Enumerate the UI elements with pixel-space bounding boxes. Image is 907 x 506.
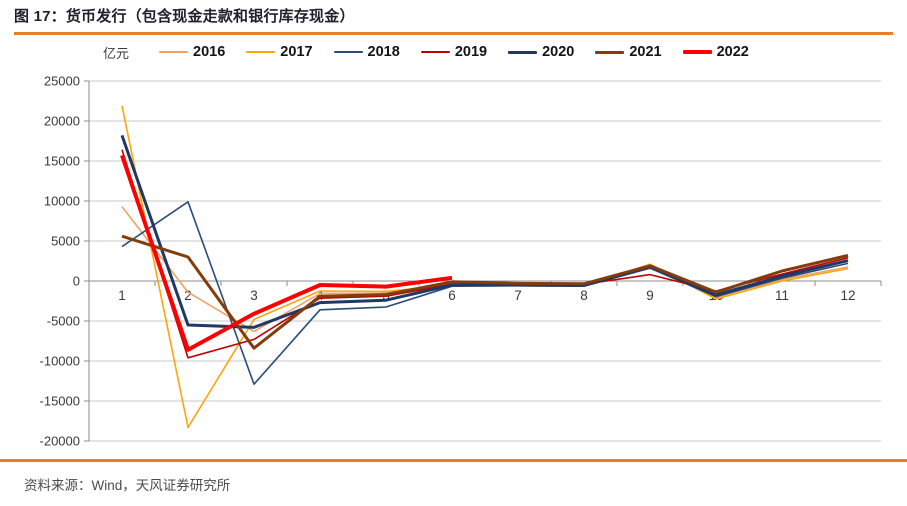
y-axis-unit-label: 亿元	[103, 45, 130, 61]
legend-item-2016: 2016	[159, 44, 225, 60]
x-axis-label: 11	[775, 288, 789, 303]
legend-swatch-2016	[159, 51, 189, 53]
legend-swatch-2020	[508, 50, 538, 54]
x-axis-label: 7	[514, 288, 522, 303]
series-line-2016	[121, 206, 849, 333]
legend-label-2022: 2022	[716, 44, 749, 60]
legend-item-2021: 2021	[595, 44, 662, 60]
chart-area: -20000 -15000 -10000 -5000 0 5000 10000 15000 20…	[0, 64, 907, 465]
series-line-2020	[120, 134, 849, 329]
y-axis-label: 20000	[44, 114, 80, 129]
x-axis-label: 3	[250, 288, 258, 303]
x-axis-label: 1	[118, 288, 126, 303]
y-axis-label: 0	[73, 274, 80, 289]
legend-label-2019: 2019	[454, 44, 488, 60]
legend-item-2017: 2017	[246, 44, 313, 60]
legend-label-2020: 2020	[542, 44, 575, 60]
legend-label-2017: 2017	[280, 44, 313, 60]
title-divider	[14, 32, 893, 35]
legend-row: 亿元 2016 2017 2018 2019 2020 2021 2022	[0, 40, 907, 64]
legend-label-2018: 2018	[367, 44, 400, 60]
legend-item-2022: 2022	[682, 44, 749, 60]
x-axis-label: 6	[448, 288, 456, 303]
series-line-2022	[120, 154, 453, 352]
legend-item-2019: 2019	[420, 44, 488, 60]
y-axis-label: -20000	[40, 434, 80, 449]
series-line-2017	[121, 105, 849, 429]
x-axis-label: 12	[840, 288, 855, 303]
x-axis-label: 8	[580, 288, 588, 303]
chart-footer: 资料来源：Wind，天风证券研究所	[0, 459, 907, 494]
x-axis-label: 9	[646, 288, 654, 303]
y-axis-label: 25000	[44, 74, 80, 89]
legend-label-2016: 2016	[193, 44, 226, 60]
x-axis-label: 2	[184, 288, 192, 303]
legend: 2016 2017 2018 2019 2020 2021 2022	[159, 44, 749, 60]
footer-divider	[0, 459, 907, 462]
chart-header: 图 17：货币发行（包含现金走款和银行库存现金）	[0, 0, 907, 35]
legend-swatch-2019	[420, 51, 450, 53]
y-axis-label: 10000	[44, 194, 80, 209]
y-axis-label: -10000	[40, 354, 80, 369]
y-axis-label: -5000	[47, 314, 80, 329]
source-note: 资料来源：Wind，天风证券研究所	[24, 478, 231, 493]
line-chart: -20000 -15000 -10000 -5000 0 5000 10000 15000 20…	[40, 74, 882, 449]
series-line-2021	[121, 234, 849, 350]
legend-swatch-2017	[246, 51, 276, 53]
legend-swatch-2018	[333, 51, 363, 53]
legend-swatch-2021	[595, 50, 625, 54]
legend-label-2021: 2021	[629, 44, 662, 60]
y-axis-label: 5000	[51, 234, 80, 249]
legend-item-2018: 2018	[333, 44, 400, 60]
page-title: 图 17：货币发行（包含现金走款和银行库存现金）	[14, 8, 355, 25]
y-axis-label: -15000	[40, 394, 80, 409]
y-axis-label: 15000	[44, 154, 80, 169]
legend-swatch-2022	[682, 50, 712, 54]
legend-item-2020: 2020	[508, 44, 574, 60]
